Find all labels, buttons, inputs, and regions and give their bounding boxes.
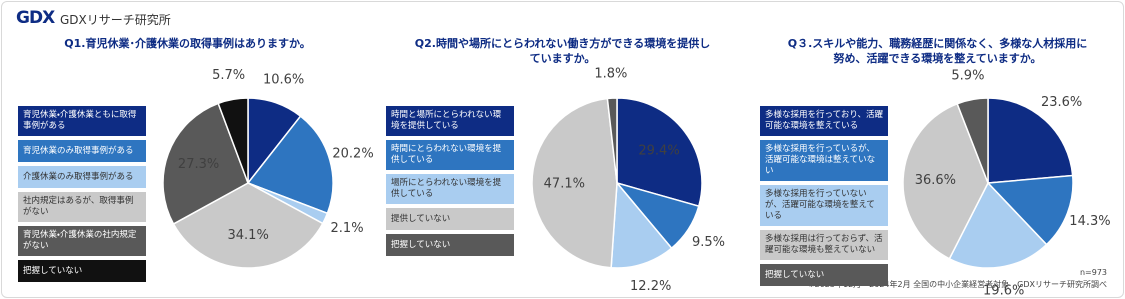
logo: GDX [16,8,55,28]
legend-entry: 多様な採用を行っており、活躍可能な環境を整えている [760,106,888,136]
footnote: ※2023年12月～2024年2月 全国の中小企業経営者対象 GDXリサーチ研究… [807,280,1107,289]
pie-chart: 23.6% 14.3% 19.6% 36.6% 5.9% [902,68,1111,298]
legend: 時間と場所にとらわれない環境を提供している 時間にとらわれない環境を提供している場… [386,106,514,256]
data-label: 10.6% [263,72,304,87]
pie-slice [987,97,1074,184]
pie-slice [610,181,673,269]
chart-panel: Q３.スキルや能力、職務経歴に関係なく、多様な人材採用に努め、活躍できる環境を整… [750,0,1125,299]
chart-panel: Q2.時間や場所にとらわれない働き方ができる環境を提供していますか。時間と場所に… [375,0,750,299]
pie-slice [956,97,989,184]
pie-chart: 29.4% 9.5% 12.2% 47.1% 1.8% [531,67,725,294]
chart-title: Q2.時間や場所にとらわれない働き方ができる環境を提供していますか。 [414,37,711,65]
pie-slice [246,115,334,215]
legend-entry: 育児休業・介護休業ともに取得事例がある [18,106,146,136]
data-label: 23.6% [1041,95,1082,110]
data-label: 12.2% [630,279,671,294]
legend-entry: 社内規定はあるが、取得事例がない [18,192,146,222]
data-label: 1.8% [594,67,627,82]
data-label: 36.6% [915,173,956,188]
legend-entry: 育児休業のみ取得事例がある [18,140,146,162]
legend: 育児休業・介護休業ともに取得事例がある育児休業のみ取得事例がある 介護休業のみ取得… [18,106,146,282]
legend-entry: 把握していない [18,260,146,282]
data-label: 47.1% [544,177,585,192]
data-label: 27.3% [178,157,219,172]
legend-entry: 把握していない [386,234,514,256]
chart-title: Q1.育児休業･介護休業の取得事例はありますか。 [64,37,311,50]
data-label: 29.4% [638,144,679,159]
pie-slice [616,97,703,208]
data-label: 14.3% [1069,214,1110,229]
pie-chart: 10.6% 20.2% 2.1% 34.1% 27.3% 5.7% [162,68,374,269]
brand: GDXリサーチ研究所 [60,13,171,27]
legend-entry: 多様な採用を行っていないが、活躍可能な環境を整えている [760,185,888,226]
legend-entry: 場所にとらわれない環境を提供している [386,174,514,204]
pie-slice [531,97,618,269]
legend-entry: 把握していない [760,264,888,286]
data-label: 9.5% [692,235,725,250]
chart-title: Q３.スキルや能力、職務経歴に関係なく、多様な人材採用に努め、活躍できる環境を整… [787,37,1088,65]
pie-slice [162,102,249,225]
legend: 多様な採用を行っており、活躍可能な環境を整えている多様な採用を行っているが、活躍… [760,106,888,286]
pie-slice [986,174,1074,246]
legend-entry: 時間と場所にとらわれない環境を提供している [386,106,514,136]
data-label: 5.7% [212,68,245,83]
legend-entry: 多様な採用を行っているが、活躍可能な環境は整えていない [760,140,888,181]
legend-entry: 時間にとらわれない環境を提供している [386,140,514,170]
legend-entry: 多様な採用は行っておらず、活躍可能な環境も整えていない [760,230,888,260]
data-label: 34.1% [228,228,269,243]
data-label: 19.6% [983,283,1024,298]
data-label: 5.9% [951,68,984,83]
legend-entry: 介護休業のみ取得事例がある [18,166,146,188]
pie-slice [902,102,989,260]
legend-entry: 提供していない [386,208,514,230]
pie-slice [948,181,1048,269]
pie-slice [606,97,618,184]
chart-panel: Q1.育児休業･介護休業の取得事例はありますか。育児休業・介護休業ともに取得事例… [0,0,375,299]
data-label: 20.2% [332,146,373,161]
legend-entry: 育児休業・介護休業の社内規定がない [18,226,146,256]
pie-slice [217,97,249,184]
sample-size: n=973 [1079,268,1107,277]
data-label: 2.1% [331,221,364,236]
